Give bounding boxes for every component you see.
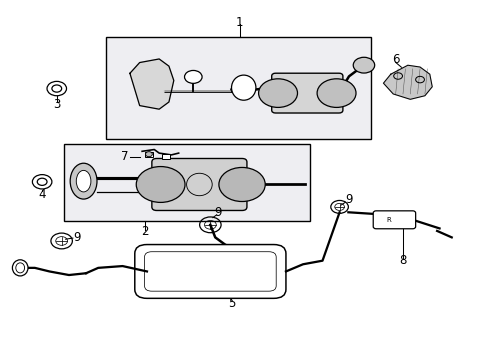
Circle shape (184, 71, 202, 84)
Bar (64, 144, 310, 221)
Polygon shape (130, 59, 173, 109)
Circle shape (352, 57, 374, 73)
Bar (105, 37, 370, 139)
FancyBboxPatch shape (372, 211, 415, 229)
FancyBboxPatch shape (144, 252, 276, 291)
Text: 9: 9 (73, 231, 81, 244)
Text: 9: 9 (213, 206, 221, 219)
Circle shape (145, 152, 152, 157)
Text: 7: 7 (121, 150, 128, 163)
Ellipse shape (231, 75, 255, 100)
Text: R: R (386, 217, 390, 223)
Text: 5: 5 (228, 297, 236, 310)
Ellipse shape (70, 163, 97, 199)
FancyBboxPatch shape (152, 158, 246, 211)
Text: 2: 2 (141, 225, 148, 238)
Text: 8: 8 (399, 254, 406, 267)
Circle shape (316, 79, 355, 107)
Polygon shape (383, 65, 431, 99)
Bar (144, 152, 153, 157)
FancyBboxPatch shape (135, 244, 285, 298)
Ellipse shape (76, 170, 91, 192)
Circle shape (136, 167, 184, 202)
Ellipse shape (12, 260, 28, 276)
Text: 6: 6 (391, 53, 399, 66)
Text: 9: 9 (345, 193, 352, 206)
Text: 1: 1 (235, 16, 243, 29)
Circle shape (219, 167, 264, 202)
Text: 3: 3 (53, 98, 61, 111)
Bar (161, 154, 170, 159)
Ellipse shape (16, 263, 24, 273)
Text: 4: 4 (39, 188, 46, 201)
FancyBboxPatch shape (271, 73, 342, 113)
Circle shape (258, 79, 297, 107)
